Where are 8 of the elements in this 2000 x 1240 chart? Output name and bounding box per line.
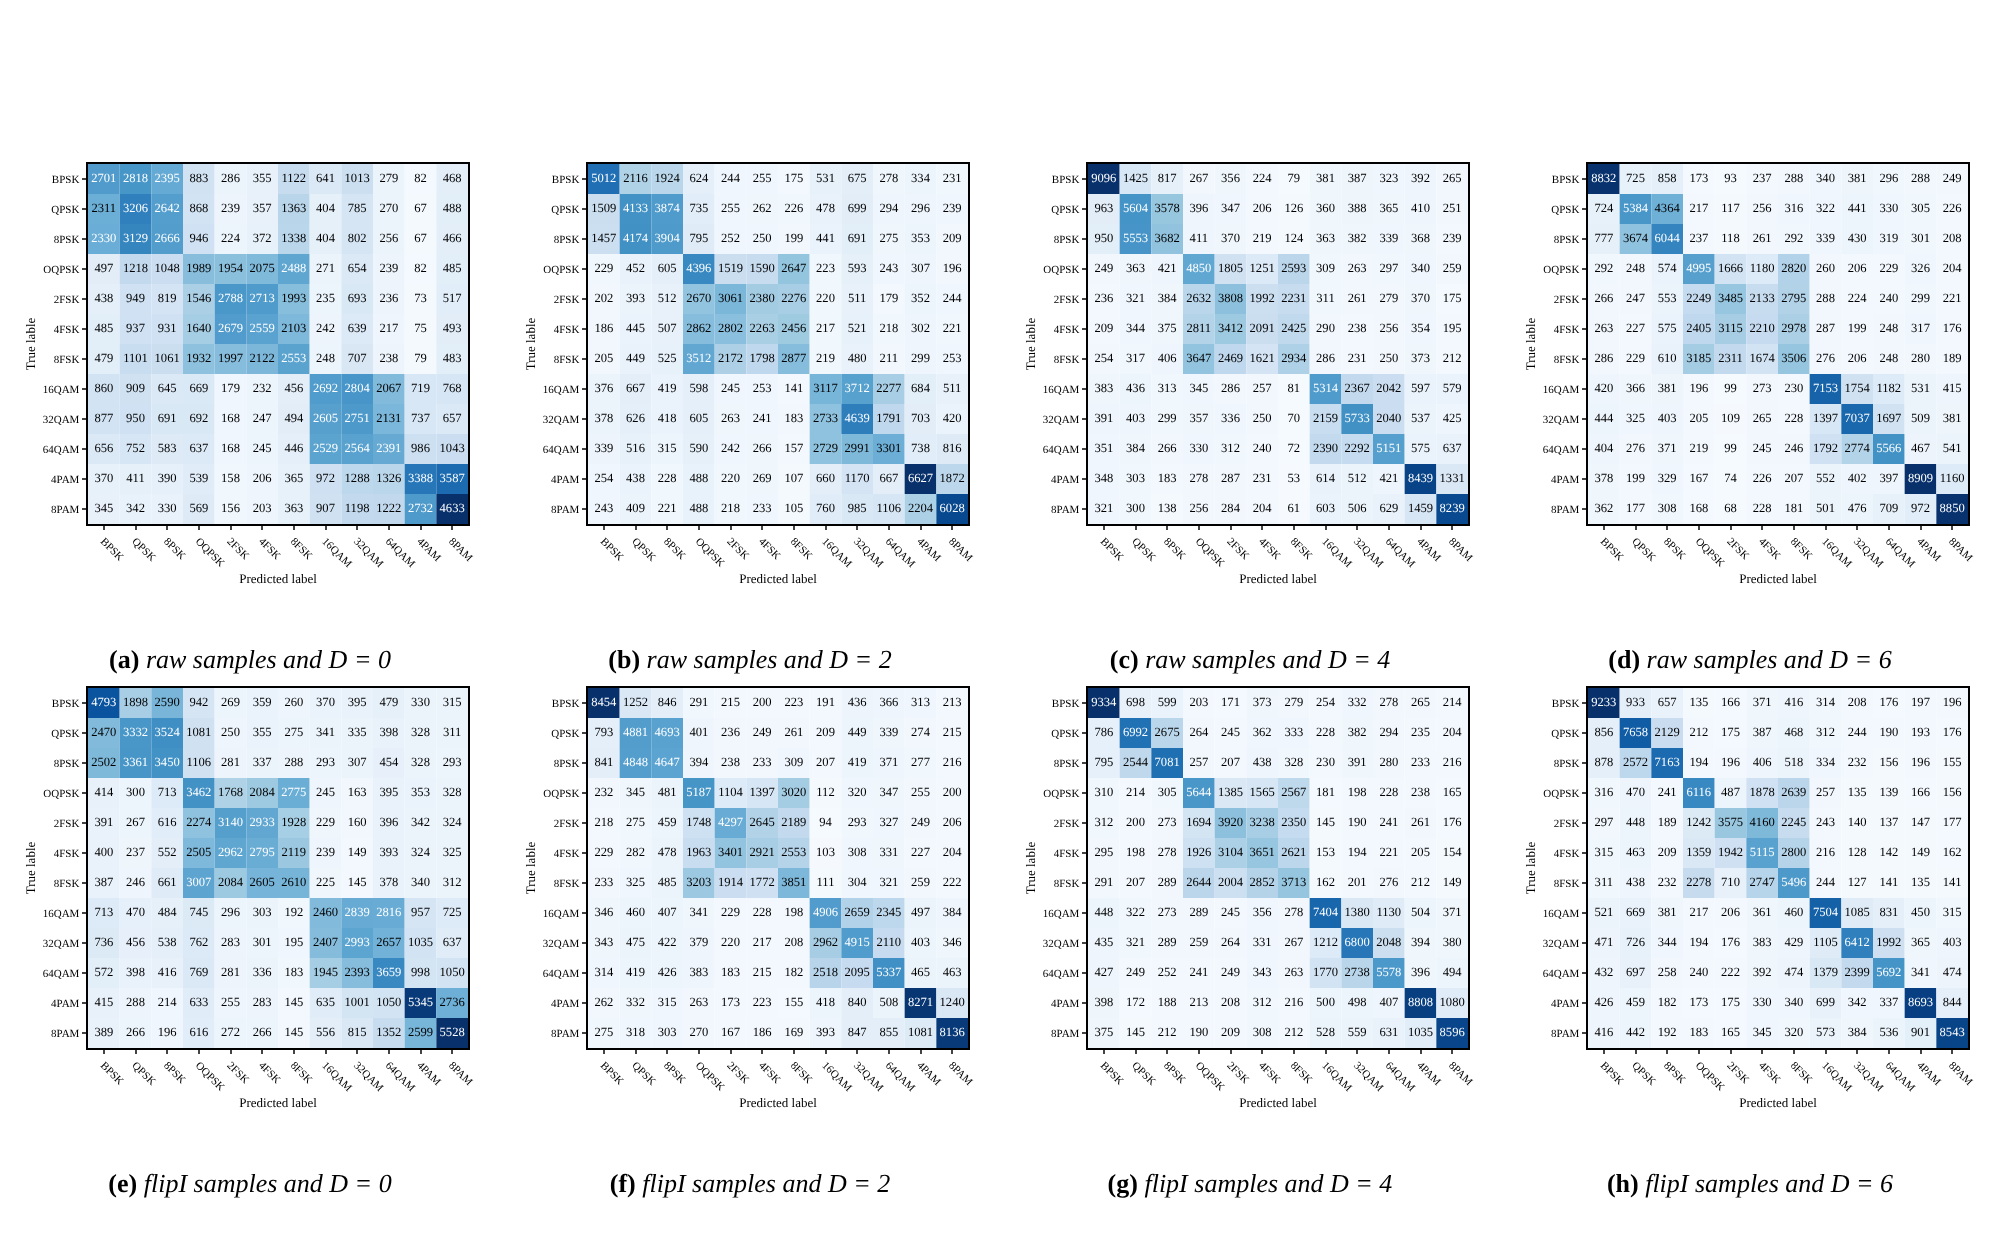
text: (f) flipI samples and D = 2 — [609, 1168, 892, 1199]
text: (b) raw samples and D = 2 — [608, 644, 893, 675]
text: (c) raw samples and D = 4 — [1109, 644, 1392, 675]
text: (g) flipI samples and D = 4 — [1107, 1168, 1394, 1199]
text: (h) flipI samples and D = 6 — [1606, 1168, 1895, 1199]
text: (a) raw samples and D = 0 — [109, 644, 392, 675]
text: (d) raw samples and D = 6 — [1608, 644, 1893, 675]
text: (e) flipI samples and D = 0 — [108, 1168, 393, 1199]
